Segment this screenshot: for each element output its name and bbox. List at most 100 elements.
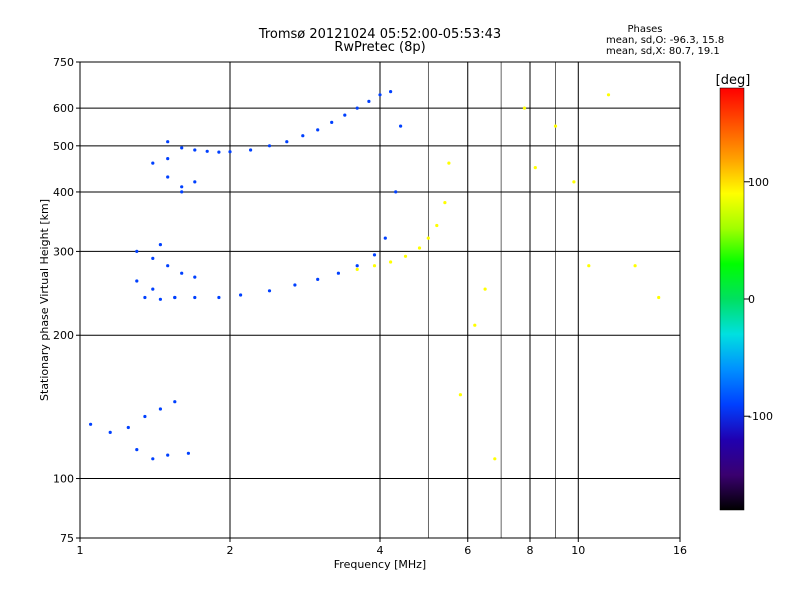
y-axis-label: Stationary phase Virtual Height [km] (38, 199, 51, 401)
echo-point (522, 106, 527, 110)
echo-point (158, 297, 162, 301)
echo-point (135, 249, 139, 253)
phase-stats-x: mean, sd,X: 80.7, 19.1 (606, 46, 720, 57)
echo-point (151, 287, 155, 291)
echo-point (135, 448, 139, 452)
colorbar-tick-label: 100 (748, 176, 769, 189)
echo-point (239, 293, 243, 297)
echo-point (399, 124, 403, 128)
echo-point (228, 150, 232, 154)
echo-point (389, 90, 393, 94)
echo-point (355, 264, 359, 268)
x-tick-label: 1 (77, 544, 84, 557)
echo-point (135, 279, 139, 283)
y-tick-label: 600 (53, 102, 74, 115)
echo-point (151, 457, 155, 461)
echo-point (587, 264, 591, 268)
echo-point (267, 144, 272, 148)
x-axis-label: Frequency [MHz] (334, 558, 426, 571)
echo-point (473, 323, 477, 327)
echo-point (383, 236, 387, 240)
echo-point (372, 253, 377, 257)
echo-point (186, 451, 190, 455)
echo-point (126, 425, 130, 430)
x-tick-label: 10 (571, 544, 585, 557)
echo-point (355, 267, 359, 271)
y-tick-label: 300 (53, 245, 74, 258)
colorbar-label: [deg] (716, 73, 751, 88)
echo-point (180, 190, 184, 194)
echo-point (205, 149, 209, 153)
echo-point (193, 180, 197, 184)
echo-point (293, 283, 297, 287)
y-tick-label: 750 (53, 56, 74, 69)
echo-point (301, 134, 305, 138)
echo-point (336, 271, 340, 275)
echo-point (355, 106, 359, 110)
echo-point (572, 180, 576, 184)
echo-point (606, 93, 611, 97)
echo-point (108, 430, 112, 434)
echo-point (553, 124, 558, 128)
echo-point (193, 148, 197, 152)
echo-point (151, 256, 155, 260)
echo-point (158, 243, 162, 247)
echo-point (143, 414, 147, 419)
echo-point (193, 275, 197, 279)
echo-point (267, 289, 272, 293)
echo-point (143, 295, 147, 300)
echo-point (330, 120, 334, 124)
echo-point (493, 457, 497, 461)
echo-point (89, 422, 93, 426)
echo-point (173, 400, 177, 404)
x-tick-label: 8 (527, 544, 534, 557)
phase-stats-heading: Phases (627, 24, 663, 35)
echo-point (166, 140, 170, 144)
echo-point (447, 161, 451, 165)
echo-point (343, 113, 347, 117)
echo-point (417, 246, 422, 250)
echo-point (458, 393, 462, 397)
echo-point (285, 140, 289, 144)
colorbar (719, 87, 745, 511)
echo-point (372, 264, 377, 268)
y-tick-label: 400 (53, 186, 74, 199)
echo-point (166, 157, 170, 161)
echo-point (316, 128, 320, 132)
y-tick-label: 75 (60, 532, 74, 545)
echo-point (443, 201, 447, 205)
echo-point (166, 264, 170, 268)
y-tick-label: 200 (53, 329, 74, 342)
echo-point (533, 166, 537, 170)
echo-point (367, 99, 371, 103)
x-tick-label: 6 (464, 544, 471, 557)
y-tick-label: 100 (53, 473, 74, 486)
colorbar-tick-label: -100 (748, 410, 773, 423)
echo-point (403, 254, 408, 258)
echo-point (633, 264, 637, 268)
echo-point (193, 295, 197, 300)
echo-point (389, 260, 393, 264)
echo-point (657, 295, 661, 300)
x-tick-label: 16 (673, 544, 687, 557)
chart-title: Tromsø 20121024 05:52:00-05:53:43 (258, 27, 502, 42)
echo-point (180, 271, 184, 275)
echo-point (394, 190, 398, 194)
echo-point (173, 295, 177, 300)
echo-point (483, 287, 487, 291)
y-tick-label: 500 (53, 140, 74, 153)
echo-point (249, 148, 253, 152)
echo-point (435, 223, 439, 228)
echo-point (217, 295, 221, 300)
x-tick-label: 2 (227, 544, 234, 557)
echo-point (217, 150, 221, 154)
echo-point (316, 277, 320, 281)
echo-point (166, 175, 170, 179)
phase-stats-o: mean, sd,O: -96.3, 15.8 (606, 35, 725, 46)
echo-point (378, 93, 382, 97)
colorbar-tick-label: 0 (748, 293, 755, 306)
echo-point (180, 185, 184, 189)
echo-point (151, 161, 155, 165)
chart-subtitle: RwPretec (8p) (334, 40, 426, 55)
